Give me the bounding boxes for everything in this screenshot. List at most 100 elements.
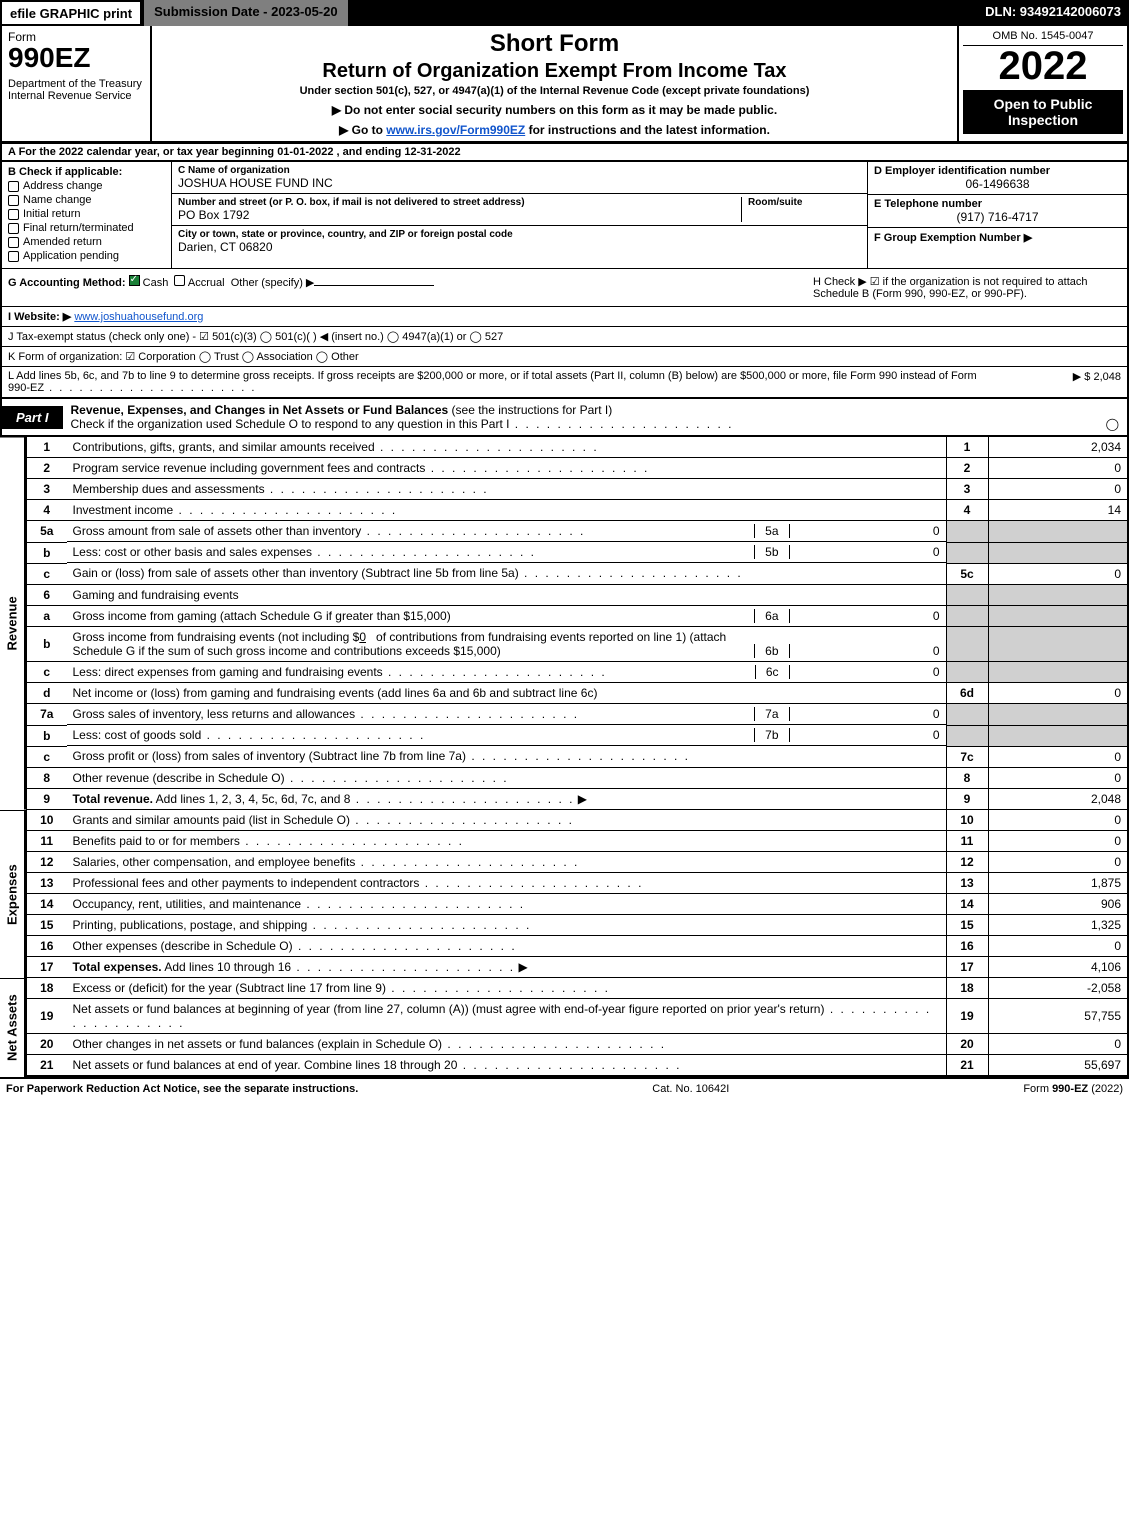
header-left: Form 990EZ Department of the Treasury In… <box>2 26 152 141</box>
line-6c-subval: 0 <box>790 665 940 679</box>
cash-checkbox-icon[interactable] <box>129 275 140 286</box>
irs-link[interactable]: www.irs.gov/Form990EZ <box>386 123 525 137</box>
line-5b: bLess: cost or other basis and sales exp… <box>27 542 1129 563</box>
topbar-spacer <box>350 0 978 26</box>
accrual-checkbox-icon[interactable] <box>174 275 185 286</box>
row-l-text: L Add lines 5b, 6c, and 7b to line 9 to … <box>8 370 1001 394</box>
chk-address-change[interactable]: Address change <box>8 180 165 192</box>
line-8: 8Other revenue (describe in Schedule O)8… <box>27 767 1129 788</box>
col-c-org-info: C Name of organization JOSHUA HOUSE FUND… <box>172 162 867 268</box>
line-11-val: 0 <box>988 830 1128 851</box>
line-20: 20Other changes in net assets or fund ba… <box>27 1033 1129 1054</box>
chk-application-pending[interactable]: Application pending <box>8 250 165 262</box>
line-5c-val: 0 <box>988 563 1128 584</box>
efile-print-button[interactable]: efile GRAPHIC print <box>0 0 142 26</box>
line-15: 15Printing, publications, postage, and s… <box>27 914 1129 935</box>
dln-label: DLN: 93492142006073 <box>977 0 1129 26</box>
line-11: 11Benefits paid to or for members110 <box>27 830 1129 851</box>
col-def: D Employer identification number 06-1496… <box>867 162 1127 268</box>
line-6: 6Gaming and fundraising events <box>27 584 1129 605</box>
instruction-2: ▶ Go to www.irs.gov/Form990EZ for instru… <box>162 123 947 137</box>
line-5a-subval: 0 <box>790 524 940 538</box>
submission-date-label: Submission Date - 2023-05-20 <box>142 0 350 26</box>
part-1-check-box[interactable]: ◯ <box>1106 417 1119 431</box>
footer-center: Cat. No. 10642I <box>652 1083 729 1095</box>
line-7b: bLess: cost of goods sold7b0 <box>27 725 1129 746</box>
col-b-checkboxes: B Check if applicable: Address change Na… <box>2 162 172 268</box>
part-1-title-bold: Revenue, Expenses, and Changes in Net As… <box>71 403 449 417</box>
chk-name-change[interactable]: Name change <box>8 194 165 206</box>
line-5c: cGain or (loss) from sale of assets othe… <box>27 563 1129 584</box>
line-17-val: 4,106 <box>988 956 1128 977</box>
checkbox-icon <box>8 181 19 192</box>
line-6c: cLess: direct expenses from gaming and f… <box>27 662 1129 683</box>
line-6b-subval: 0 <box>790 644 940 658</box>
group-exemption-section: F Group Exemption Number ▶ <box>868 228 1127 247</box>
revenue-table: 1Contributions, gifts, grants, and simil… <box>26 437 1129 810</box>
line-6a: aGross income from gaming (attach Schedu… <box>27 605 1129 627</box>
line-8-val: 0 <box>988 767 1128 788</box>
accrual-label: Accrual <box>188 277 225 289</box>
line-19: 19Net assets or fund balances at beginni… <box>27 998 1129 1033</box>
inst2-post: for instructions and the latest informat… <box>525 123 770 137</box>
street-section: Number and street (or P. O. box, if mail… <box>172 194 867 226</box>
chk-label: Initial return <box>23 208 80 220</box>
ein-section: D Employer identification number 06-1496… <box>868 162 1127 195</box>
line-10-val: 0 <box>988 810 1128 831</box>
line-21-val: 55,697 <box>988 1054 1128 1076</box>
ein-label: D Employer identification number <box>874 165 1121 177</box>
line-12-val: 0 <box>988 851 1128 872</box>
line-16: 16Other expenses (describe in Schedule O… <box>27 935 1129 956</box>
line-5b-subval: 0 <box>790 545 940 559</box>
line-14: 14Occupancy, rent, utilities, and mainte… <box>27 893 1129 914</box>
line-6d: dNet income or (loss) from gaming and fu… <box>27 683 1129 704</box>
tel-section: E Telephone number (917) 716-4717 <box>868 195 1127 228</box>
checkbox-icon <box>8 223 19 234</box>
org-name: JOSHUA HOUSE FUND INC <box>178 176 861 190</box>
chk-label: Address change <box>23 180 103 192</box>
chk-final-return[interactable]: Final return/terminated <box>8 222 165 234</box>
chk-label: Final return/terminated <box>23 222 134 234</box>
line-9-val: 2,048 <box>988 788 1128 809</box>
top-bar: efile GRAPHIC print Submission Date - 20… <box>0 0 1129 26</box>
line-15-val: 1,325 <box>988 914 1128 935</box>
g-label: G Accounting Method: <box>8 277 126 289</box>
return-title: Return of Organization Exempt From Incom… <box>162 60 947 83</box>
ein-value: 06-1496638 <box>874 177 1121 191</box>
other-label: Other (specify) ▶ <box>231 277 315 289</box>
checkbox-icon <box>8 209 19 220</box>
line-18: 18Excess or (deficit) for the year (Subt… <box>27 978 1129 999</box>
chk-initial-return[interactable]: Initial return <box>8 208 165 220</box>
row-gh: G Accounting Method: Cash Accrual Other … <box>0 269 1129 307</box>
line-18-val: -2,058 <box>988 978 1128 999</box>
checkbox-icon <box>8 195 19 206</box>
group-label: F Group Exemption Number ▶ <box>874 231 1121 244</box>
line-6b: bGross income from fundraising events (n… <box>27 627 1129 662</box>
expenses-table: 10Grants and similar amounts paid (list … <box>26 810 1129 978</box>
line-10: 10Grants and similar amounts paid (list … <box>27 810 1129 831</box>
city-section: City or town, state or province, country… <box>172 226 867 257</box>
net-assets-table: 18Excess or (deficit) for the year (Subt… <box>26 978 1129 1077</box>
block-bcdef: B Check if applicable: Address change Na… <box>0 162 1129 269</box>
footer-right: Form 990-EZ (2022) <box>1023 1083 1123 1095</box>
row-l: L Add lines 5b, 6c, and 7b to line 9 to … <box>0 367 1129 398</box>
city-label: City or town, state or province, country… <box>178 229 861 240</box>
line-14-val: 906 <box>988 893 1128 914</box>
row-i-website: I Website: ▶ www.joshuahousefund.org <box>0 307 1129 327</box>
line-7c-val: 0 <box>988 746 1128 767</box>
department-label: Department of the Treasury Internal Reve… <box>8 78 144 102</box>
chk-amended-return[interactable]: Amended return <box>8 236 165 248</box>
header-right: OMB No. 1545-0047 2022 Open to Public In… <box>957 26 1127 141</box>
expenses-vertical-label: Expenses <box>0 810 26 978</box>
line-7a-subval: 0 <box>790 707 940 721</box>
website-link[interactable]: www.joshuahousefund.org <box>74 311 203 323</box>
line-2: 2Program service revenue including gover… <box>27 458 1129 479</box>
net-assets-section: Net Assets 18Excess or (deficit) for the… <box>0 978 1129 1077</box>
open-public-badge: Open to Public Inspection <box>963 90 1123 134</box>
other-specify-input[interactable] <box>314 285 434 286</box>
website-label: I Website: ▶ <box>8 311 71 323</box>
line-19-val: 57,755 <box>988 998 1128 1033</box>
part-1-title: Revenue, Expenses, and Changes in Net As… <box>63 399 1127 435</box>
tax-year: 2022 <box>963 46 1123 86</box>
chk-label: Name change <box>23 194 92 206</box>
